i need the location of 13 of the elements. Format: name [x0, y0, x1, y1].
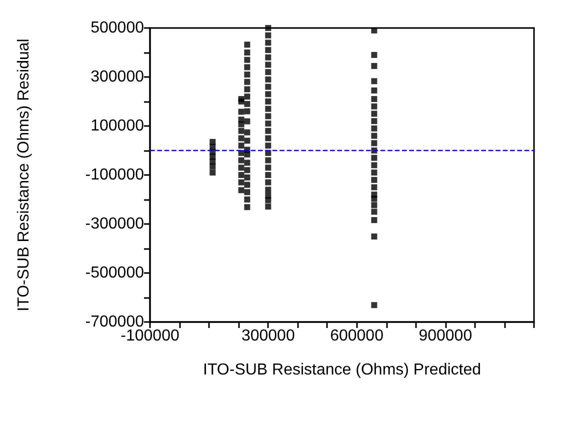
y-axis-title: ITO-SUB Resistance (Ohms) Residual	[16, 38, 32, 312]
y-tick-label: -300000	[85, 216, 144, 232]
y-tick-label: 300000	[90, 68, 144, 86]
y-tick-label: -500000	[85, 264, 144, 282]
y-tick-label: 500000	[90, 20, 144, 36]
x-tick-label: -100000	[120, 328, 180, 344]
x-tick-label: 600000	[330, 328, 384, 344]
y-tick-label: -100000	[85, 166, 144, 184]
x-tick-label: 900000	[418, 328, 472, 344]
x-tick-label: 300000	[241, 328, 295, 344]
y-tick-label: 100000	[90, 118, 144, 134]
x-axis-title: ITO-SUB Resistance (Ohms) Predicted	[202, 362, 482, 378]
y-tick-label: -700000	[85, 314, 144, 330]
